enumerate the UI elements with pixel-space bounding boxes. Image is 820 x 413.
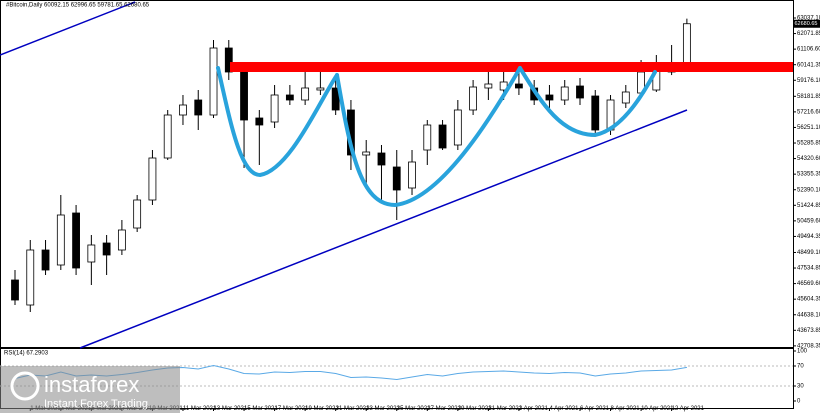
- y-tick-label: 57216.60: [797, 109, 820, 115]
- x-tick-label: 12 Apr 2021: [672, 406, 705, 412]
- candle-body: [255, 117, 264, 126]
- y-tick-label: 47534.85: [797, 266, 820, 272]
- rsi-tick-label: 100: [797, 349, 808, 355]
- rsi-label: RSI(14) 67.2903: [4, 351, 49, 357]
- candle-body: [209, 47, 218, 116]
- price-tag: [793, 19, 820, 28]
- x-tick-label: 6 Apr 2021: [580, 406, 610, 412]
- candle-body: [285, 94, 294, 101]
- candle-body: [408, 161, 416, 189]
- y-tick-label: 62071.85: [797, 31, 820, 37]
- y-tick-label: 42708.35: [797, 343, 820, 349]
- x-tick-label: 29 Mar 2021: [458, 406, 492, 412]
- x-tick-label: 8 Apr 2021: [611, 406, 641, 412]
- x-tick-label: 25 Mar 2021: [397, 406, 431, 412]
- candle-body: [545, 94, 554, 101]
- candle-body: [270, 94, 279, 123]
- candle-body: [469, 86, 478, 111]
- y-tick-label: 45604.35: [797, 297, 820, 303]
- rsi-tick-label: 0: [797, 399, 801, 405]
- pattern-curve: [216, 66, 339, 178]
- candle-body: [438, 124, 447, 149]
- y-tick-label: 61106.60: [797, 47, 820, 53]
- candle-body: [453, 109, 462, 146]
- candle-body: [56, 214, 65, 266]
- y-tick-label: 53355.35: [797, 172, 820, 178]
- pattern-curve: [518, 66, 657, 138]
- y-tick-label: 46569.60: [797, 281, 820, 287]
- candle-body: [301, 87, 310, 101]
- x-tick-label: 10 Apr 2021: [641, 406, 674, 412]
- candle-body: [331, 87, 340, 111]
- rsi-tick-label: 30: [797, 384, 804, 390]
- candle-body: [224, 47, 233, 73]
- candle-body: [11, 279, 19, 301]
- y-tick-label: 55285.85: [797, 141, 820, 147]
- candle-body: [591, 95, 600, 131]
- price-tag-label: 62680.65: [795, 21, 818, 27]
- candle-body: [484, 83, 493, 89]
- candle-body: [240, 71, 248, 121]
- x-tick-label: 11 Mar 2021: [183, 406, 217, 412]
- trend-line: [0, 1, 136, 56]
- x-tick-label: 21 Mar 2021: [336, 406, 370, 412]
- chart-title: #Bitcoin,Daily 60092.15 62996.65 59781.6…: [6, 3, 150, 9]
- candle-body: [576, 85, 584, 99]
- x-tick-label: 2 Apr 2021: [519, 406, 549, 412]
- y-tick-label: 49494.35: [797, 234, 820, 240]
- candle-body: [362, 151, 371, 156]
- candle-body: [377, 152, 386, 166]
- candle-body: [179, 104, 187, 116]
- candle-body: [194, 99, 203, 116]
- x-tick-label: 17 Mar 2021: [275, 406, 309, 412]
- watermark-logo: [10, 371, 40, 401]
- y-tick-label: 56251.10: [797, 125, 820, 131]
- candle-body: [72, 212, 80, 269]
- y-tick-label: 60141.35: [797, 62, 820, 68]
- y-tick-label: 63037.10: [797, 16, 820, 22]
- candle-body: [560, 86, 569, 101]
- watermark-tagline: Instant Forex Trading: [44, 398, 148, 410]
- trend-line: [79, 109, 688, 349]
- x-tick-label: 15 Mar 2021: [244, 406, 278, 412]
- candle-body: [392, 166, 401, 191]
- rsi-tick-label: 70: [797, 364, 804, 370]
- x-tick-label: 31 Mar 2021: [488, 406, 522, 412]
- x-tick-label: 19 Mar 2021: [305, 406, 339, 412]
- candle-body: [423, 124, 432, 151]
- y-tick-label: 52390.10: [797, 187, 820, 193]
- candle-body: [133, 199, 142, 229]
- candle-body: [87, 244, 96, 263]
- candle-body: [621, 91, 630, 104]
- candle-body: [41, 249, 50, 271]
- candle-body: [316, 87, 325, 91]
- y-tick-label: 50459.60: [797, 218, 820, 224]
- candle-body: [102, 242, 111, 256]
- candle-body: [148, 157, 157, 201]
- watermark-brand: instaforex: [44, 372, 139, 397]
- y-tick-label: 58181.85: [797, 94, 820, 100]
- y-tick-label: 54320.60: [797, 156, 820, 162]
- candle-body: [515, 83, 523, 89]
- candle-body: [682, 23, 691, 66]
- candle-body: [117, 229, 126, 251]
- y-tick-label: 51424.85: [797, 203, 820, 209]
- y-tick-label: 43673.85: [797, 328, 820, 334]
- x-tick-label: 27 Mar 2021: [427, 406, 461, 412]
- plot: 63037.10 62071.85 61106.60 60141.35 59176.10…: [0, 16, 820, 412]
- candle-body: [26, 249, 35, 306]
- candle-body: [163, 114, 172, 159]
- y-tick-label: 44638.10: [797, 312, 820, 318]
- y-tick-label: 59176.10: [797, 78, 820, 84]
- resistance-zone: [230, 62, 793, 72]
- pattern-curve: [335, 66, 522, 208]
- x-tick-label: 23 Mar 2021: [366, 406, 400, 412]
- x-tick-label: 13 Mar 2021: [214, 406, 248, 412]
- x-tick-label: 4 Apr 2021: [549, 406, 579, 412]
- y-tick-label: 48499.10: [797, 250, 820, 256]
